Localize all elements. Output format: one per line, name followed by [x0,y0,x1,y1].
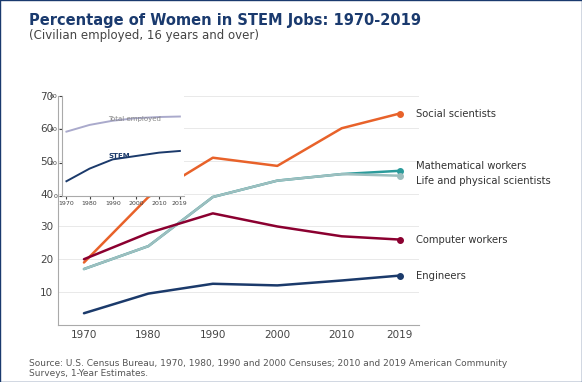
Text: Percentage of Women in STEM Jobs: 1970-2019: Percentage of Women in STEM Jobs: 1970-2… [29,13,421,28]
Text: Source: U.S. Census Bureau, 1970, 1980, 1990 and 2000 Censuses; 2010 and 2019 Am: Source: U.S. Census Bureau, 1970, 1980, … [29,359,508,378]
Text: Computer workers: Computer workers [416,235,508,244]
Text: Social scientists: Social scientists [416,108,496,118]
Text: Life and physical scientists: Life and physical scientists [416,176,551,186]
Text: Engineers: Engineers [416,270,466,281]
Text: Mathematical workers: Mathematical workers [416,161,526,171]
Text: (Civilian employed, 16 years and over): (Civilian employed, 16 years and over) [29,29,259,42]
